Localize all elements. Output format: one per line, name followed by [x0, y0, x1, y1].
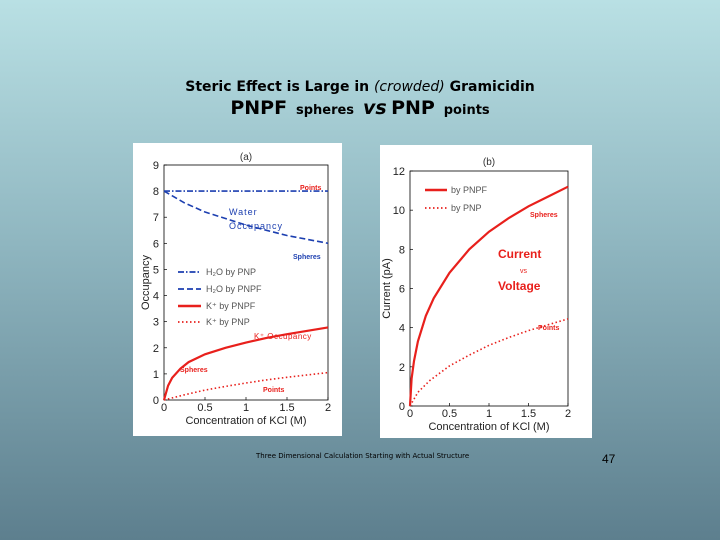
legend-label: H₂O by PNP	[206, 267, 256, 277]
y-tick-label: 6	[399, 284, 405, 296]
x-tick-label: 1.5	[521, 408, 536, 420]
y-tick-label: 0	[153, 395, 159, 407]
current-chart: 0 0.5 1 1.5 2 0 2 4 6 8 10 12 Concentration of KCl (…	[381, 157, 571, 433]
y-tick-label: 8	[153, 186, 159, 198]
occupancy-chart-panel: 0 0.5 1 1.5 2 0 1 2 3 4 5 6 7 8 9 Concentration of KCl …	[133, 143, 342, 436]
x-axis-label: Concentration of KCl (M)	[185, 415, 306, 427]
annotation-points-k: Points	[263, 387, 284, 394]
x-tick-label: 1	[243, 402, 249, 414]
annotation-points: Points	[538, 325, 559, 332]
slide-title-line2: PNPF spheres vs PNP points	[230, 97, 490, 119]
y-tick-label: 2	[153, 343, 159, 355]
x-tick-label: 2	[565, 408, 571, 420]
x-tick-label: 2	[325, 402, 331, 414]
y-tick-label: 3	[153, 317, 159, 329]
occupancy-chart: 0 0.5 1 1.5 2 0 1 2 3 4 5 6 7 8 9 Concentration of KCl …	[140, 152, 331, 427]
y-tick-label: 5	[153, 264, 159, 276]
x-tick-label: 0.5	[442, 408, 457, 420]
current-chart-panel: 0 0.5 1 1.5 2 0 2 4 6 8 10 12 Concentration of KCl (…	[380, 145, 592, 438]
x-tick-label: 0.5	[197, 402, 212, 414]
y-tick-label: 7	[153, 212, 159, 224]
y-axis-label: Current (pA)	[381, 258, 393, 319]
x-tick-label: 0	[407, 408, 413, 420]
series-line	[408, 185, 569, 407]
plot-frame	[163, 164, 329, 401]
y-tick-label: 12	[393, 166, 405, 178]
panel-label: (a)	[240, 152, 252, 163]
series-line	[162, 326, 329, 401]
page-number: 47	[602, 452, 616, 466]
legend-label: by PNP	[451, 203, 482, 213]
series-line	[163, 190, 329, 245]
series-line	[163, 371, 329, 401]
annotation-spheres-k: Spheres	[180, 367, 208, 374]
x-tick-label: 1.5	[279, 402, 294, 414]
series-line	[409, 318, 569, 407]
slide-title-line1: Steric Effect is Large in (crowded) Gram…	[185, 79, 535, 95]
y-tick-label: 0	[399, 401, 405, 413]
x-tick-label: 1	[486, 408, 492, 420]
x-tick-label: 0	[161, 402, 167, 414]
annotation-water: Water	[229, 207, 258, 217]
y-tick-label: 4	[399, 323, 405, 335]
panel-label: (b)	[483, 157, 495, 168]
plot-frame	[409, 170, 569, 407]
y-tick-label: 1	[153, 369, 159, 381]
annotation-occupancy: Occupancy	[229, 221, 283, 231]
annotation-spheres: Spheres	[293, 254, 321, 261]
annotation-spheres: Spheres	[530, 212, 558, 219]
annotation-current: Current	[498, 247, 541, 261]
annotation-points: Points	[300, 185, 321, 192]
y-tick-label: 4	[153, 291, 159, 303]
footer-caption: Three Dimensional Calculation Starting w…	[256, 452, 470, 460]
x-axis-label: Concentration of KCl (M)	[428, 421, 549, 433]
y-tick-label: 6	[153, 238, 159, 250]
y-tick-label: 10	[393, 205, 405, 217]
legend-label: H₂O by PNPF	[206, 284, 262, 294]
y-axis-label: Occupancy	[140, 254, 152, 310]
annotation-voltage: Voltage	[498, 279, 541, 293]
legend-label: K⁺ by PNPF	[206, 301, 256, 311]
y-tick-label: 2	[399, 362, 405, 374]
y-tick-label: 8	[399, 244, 405, 256]
legend-label: K⁺ by PNP	[206, 317, 250, 327]
y-tick-label: 9	[153, 160, 159, 172]
annotation-k-occupancy: K⁺ Occupancy	[254, 332, 312, 341]
legend-label: by PNPF	[451, 185, 488, 195]
annotation-vs: vs	[520, 268, 528, 275]
